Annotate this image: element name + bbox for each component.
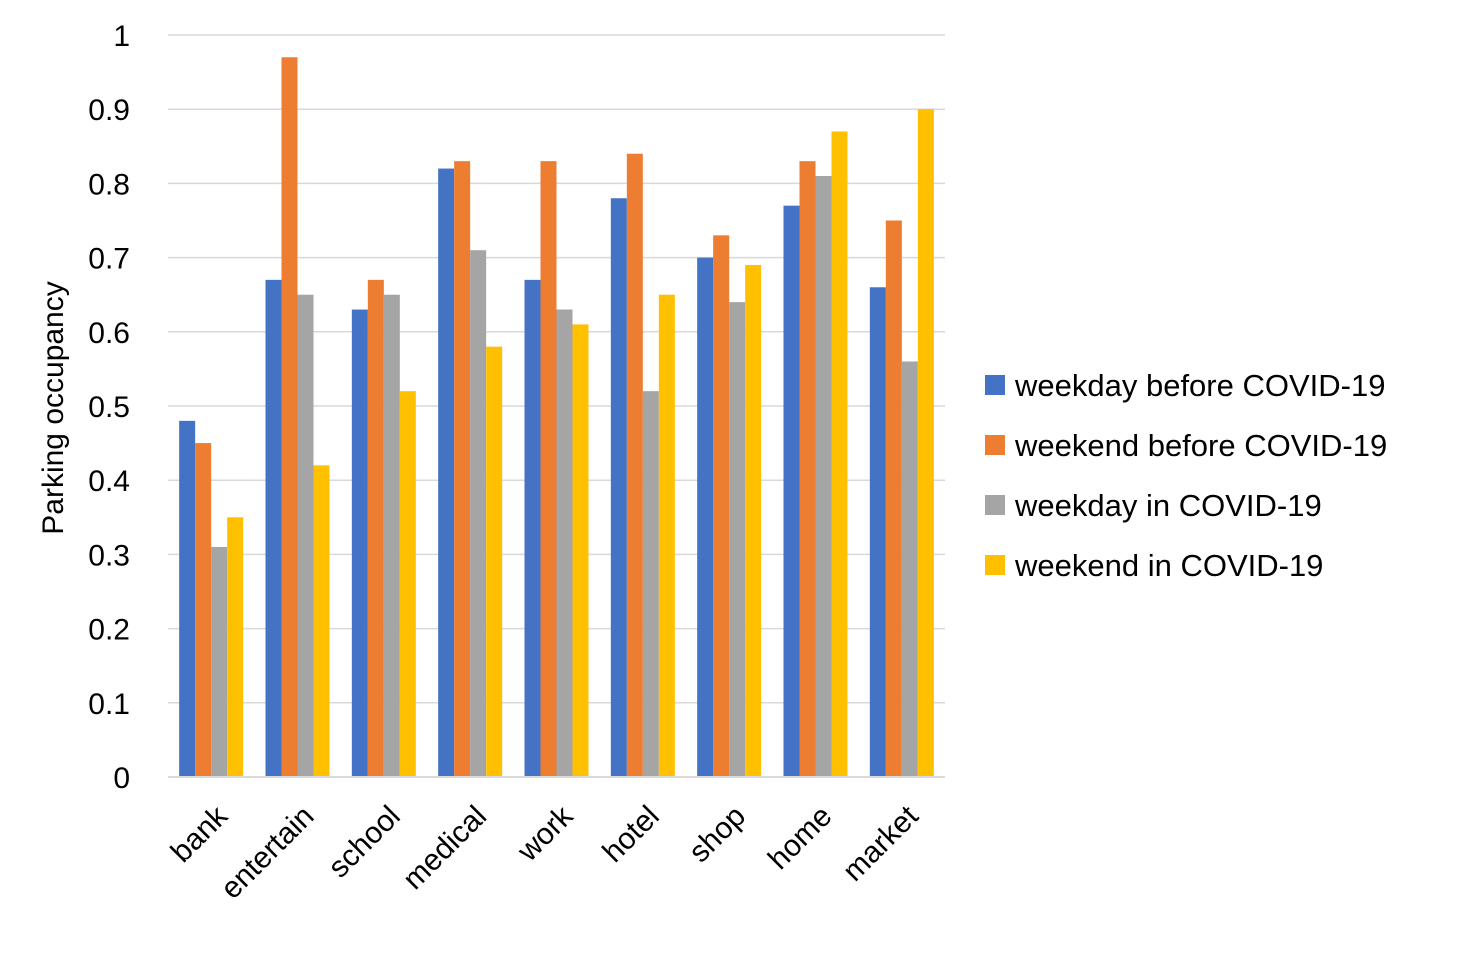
bar-work-series-1 [524,279,541,777]
bar-shop-series-3 [729,302,746,777]
x-tick-label: hotel [596,800,665,869]
y-tick-label: 0.2 [88,614,130,647]
bar-home-series-1 [783,205,800,777]
bar-market-series-3 [901,361,918,777]
bar-school-series-1 [351,309,368,777]
bar-medical-series-2 [454,161,471,777]
bar-market-series-4 [917,109,934,777]
legend-label: weekday in COVID-19 [1014,488,1322,523]
y-tick-label: 0.4 [88,465,130,498]
legend-swatch [985,375,1005,395]
legend-label: weekend before COVID-19 [1014,428,1387,463]
x-tick-label: shop [683,800,752,869]
y-tick-label: 0.3 [88,539,130,572]
bar-work-series-4 [572,324,589,777]
bars [179,57,934,778]
bar-entertain-series-4 [313,465,330,777]
bar-school-series-2 [367,279,384,777]
bar-shop-series-4 [745,265,762,777]
bar-hotel-series-3 [642,391,659,777]
legend: weekday before COVID-19 weekend before CO… [985,368,1387,583]
legend-swatch [985,495,1005,515]
bar-home-series-2 [799,161,816,777]
x-tick-label: entertain [215,800,321,906]
legend-swatch [985,435,1005,455]
bar-shop-series-1 [697,257,714,778]
bar-hotel-series-1 [610,198,627,778]
bar-hotel-series-2 [626,153,643,778]
legend-label: weekend in COVID-19 [1014,548,1323,583]
bar-home-series-3 [815,175,832,778]
bar-school-series-4 [399,391,416,777]
bar-entertain-series-2 [281,57,298,777]
bar-home-series-4 [831,131,848,777]
x-tick-label: work [511,799,581,869]
y-axis-ticks: 0 0.1 0.2 0.3 0.4 0.5 0.6 0.7 0.8 0.9 1 [88,20,130,795]
bar-entertain-series-1 [265,279,282,777]
y-tick-label: 1 [113,20,130,53]
y-tick-label: 0 [113,762,130,795]
x-tick-label: bank [165,799,235,869]
bar-market-series-1 [869,287,886,777]
bar-hotel-series-4 [658,294,675,777]
y-tick-label: 0.1 [88,688,130,721]
bar-work-series-3 [556,309,573,777]
bar-medical-series-1 [438,168,455,777]
bar-school-series-3 [383,294,400,777]
bar-entertain-series-3 [297,294,314,777]
x-tick-label: medical [397,800,493,896]
y-tick-label: 0.6 [88,317,130,350]
y-tick-label: 0.5 [88,391,130,424]
x-tick-label: school [322,800,407,885]
bar-market-series-2 [885,220,902,777]
y-tick-label: 0.9 [88,94,130,127]
x-tick-label: home [762,800,838,876]
legend-swatch [985,555,1005,575]
y-tick-label: 0.7 [88,243,130,276]
bar-bank-series-1 [179,420,196,777]
bar-bank-series-3 [211,546,228,777]
y-axis-label: Parking occupancy [37,281,70,534]
y-tick-label: 0.8 [88,168,130,201]
bar-medical-series-3 [470,250,487,777]
bar-shop-series-2 [713,235,730,778]
bar-work-series-2 [540,161,557,777]
bar-bank-series-4 [227,517,244,777]
x-tick-label: market [837,799,926,888]
legend-label: weekday before COVID-19 [1014,368,1385,403]
bar-medical-series-4 [486,346,503,777]
bar-bank-series-2 [195,443,212,777]
